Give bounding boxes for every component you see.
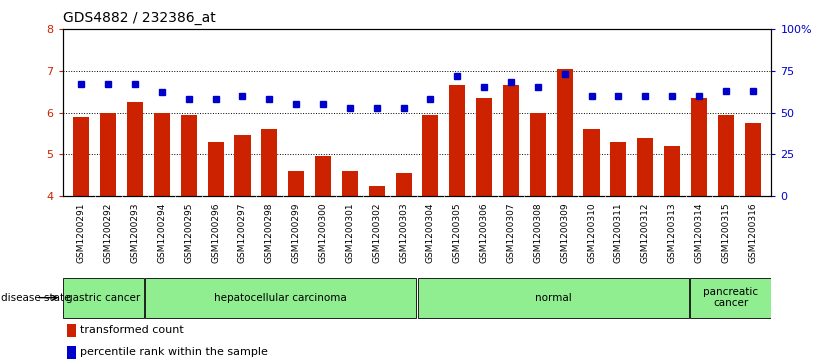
- Text: GSM1200312: GSM1200312: [641, 203, 650, 263]
- Bar: [342, 171, 358, 363]
- Text: GSM1200314: GSM1200314: [695, 203, 703, 263]
- Bar: [288, 171, 304, 363]
- Text: pancreatic
cancer: pancreatic cancer: [703, 287, 758, 309]
- Bar: [153, 113, 170, 363]
- Text: GSM1200309: GSM1200309: [560, 203, 569, 263]
- FancyBboxPatch shape: [691, 278, 771, 318]
- Text: GSM1200315: GSM1200315: [721, 203, 731, 263]
- Text: GSM1200296: GSM1200296: [211, 203, 220, 263]
- Bar: [127, 102, 143, 363]
- FancyBboxPatch shape: [145, 278, 416, 318]
- Text: GSM1200306: GSM1200306: [480, 203, 489, 263]
- Bar: [181, 115, 197, 363]
- Text: GSM1200305: GSM1200305: [453, 203, 462, 263]
- Bar: [664, 146, 681, 363]
- Text: GSM1200294: GSM1200294: [158, 203, 167, 263]
- Text: GSM1200303: GSM1200303: [399, 203, 408, 263]
- Text: GSM1200298: GSM1200298: [265, 203, 274, 263]
- Bar: [369, 185, 384, 363]
- Text: gastric cancer: gastric cancer: [67, 293, 141, 303]
- Text: percentile rank within the sample: percentile rank within the sample: [80, 347, 268, 357]
- Bar: [422, 115, 439, 363]
- Text: GSM1200313: GSM1200313: [667, 203, 676, 263]
- Text: GSM1200308: GSM1200308: [533, 203, 542, 263]
- Text: GSM1200311: GSM1200311: [614, 203, 623, 263]
- Text: GSM1200316: GSM1200316: [748, 203, 757, 263]
- Text: GSM1200307: GSM1200307: [506, 203, 515, 263]
- Text: normal: normal: [535, 293, 571, 303]
- Bar: [556, 69, 573, 363]
- Bar: [745, 123, 761, 363]
- Text: disease state: disease state: [1, 293, 71, 303]
- Bar: [450, 85, 465, 363]
- Bar: [584, 129, 600, 363]
- Text: GSM1200299: GSM1200299: [292, 203, 301, 263]
- Bar: [503, 85, 519, 363]
- Text: GSM1200301: GSM1200301: [345, 203, 354, 263]
- Bar: [610, 142, 626, 363]
- Text: GSM1200293: GSM1200293: [131, 203, 139, 263]
- Bar: [476, 98, 492, 363]
- Bar: [208, 142, 224, 363]
- Text: GSM1200291: GSM1200291: [77, 203, 86, 263]
- Text: transformed count: transformed count: [80, 325, 183, 335]
- Bar: [530, 113, 546, 363]
- FancyBboxPatch shape: [63, 278, 143, 318]
- Text: hepatocellular carcinoma: hepatocellular carcinoma: [214, 293, 347, 303]
- Text: GSM1200295: GSM1200295: [184, 203, 193, 263]
- Bar: [67, 324, 76, 337]
- FancyBboxPatch shape: [418, 278, 689, 318]
- Bar: [234, 135, 250, 363]
- Text: GSM1200310: GSM1200310: [587, 203, 596, 263]
- Bar: [67, 346, 76, 359]
- Bar: [691, 98, 707, 363]
- Text: GSM1200297: GSM1200297: [238, 203, 247, 263]
- Bar: [100, 113, 116, 363]
- Text: GSM1200304: GSM1200304: [426, 203, 435, 263]
- Text: GSM1200302: GSM1200302: [372, 203, 381, 263]
- Bar: [261, 129, 278, 363]
- Text: GDS4882 / 232386_at: GDS4882 / 232386_at: [63, 11, 215, 25]
- Text: GSM1200300: GSM1200300: [319, 203, 328, 263]
- Text: GSM1200292: GSM1200292: [103, 203, 113, 263]
- Bar: [395, 173, 412, 363]
- Bar: [73, 117, 89, 363]
- Bar: [718, 115, 734, 363]
- Bar: [315, 156, 331, 363]
- Bar: [637, 138, 653, 363]
